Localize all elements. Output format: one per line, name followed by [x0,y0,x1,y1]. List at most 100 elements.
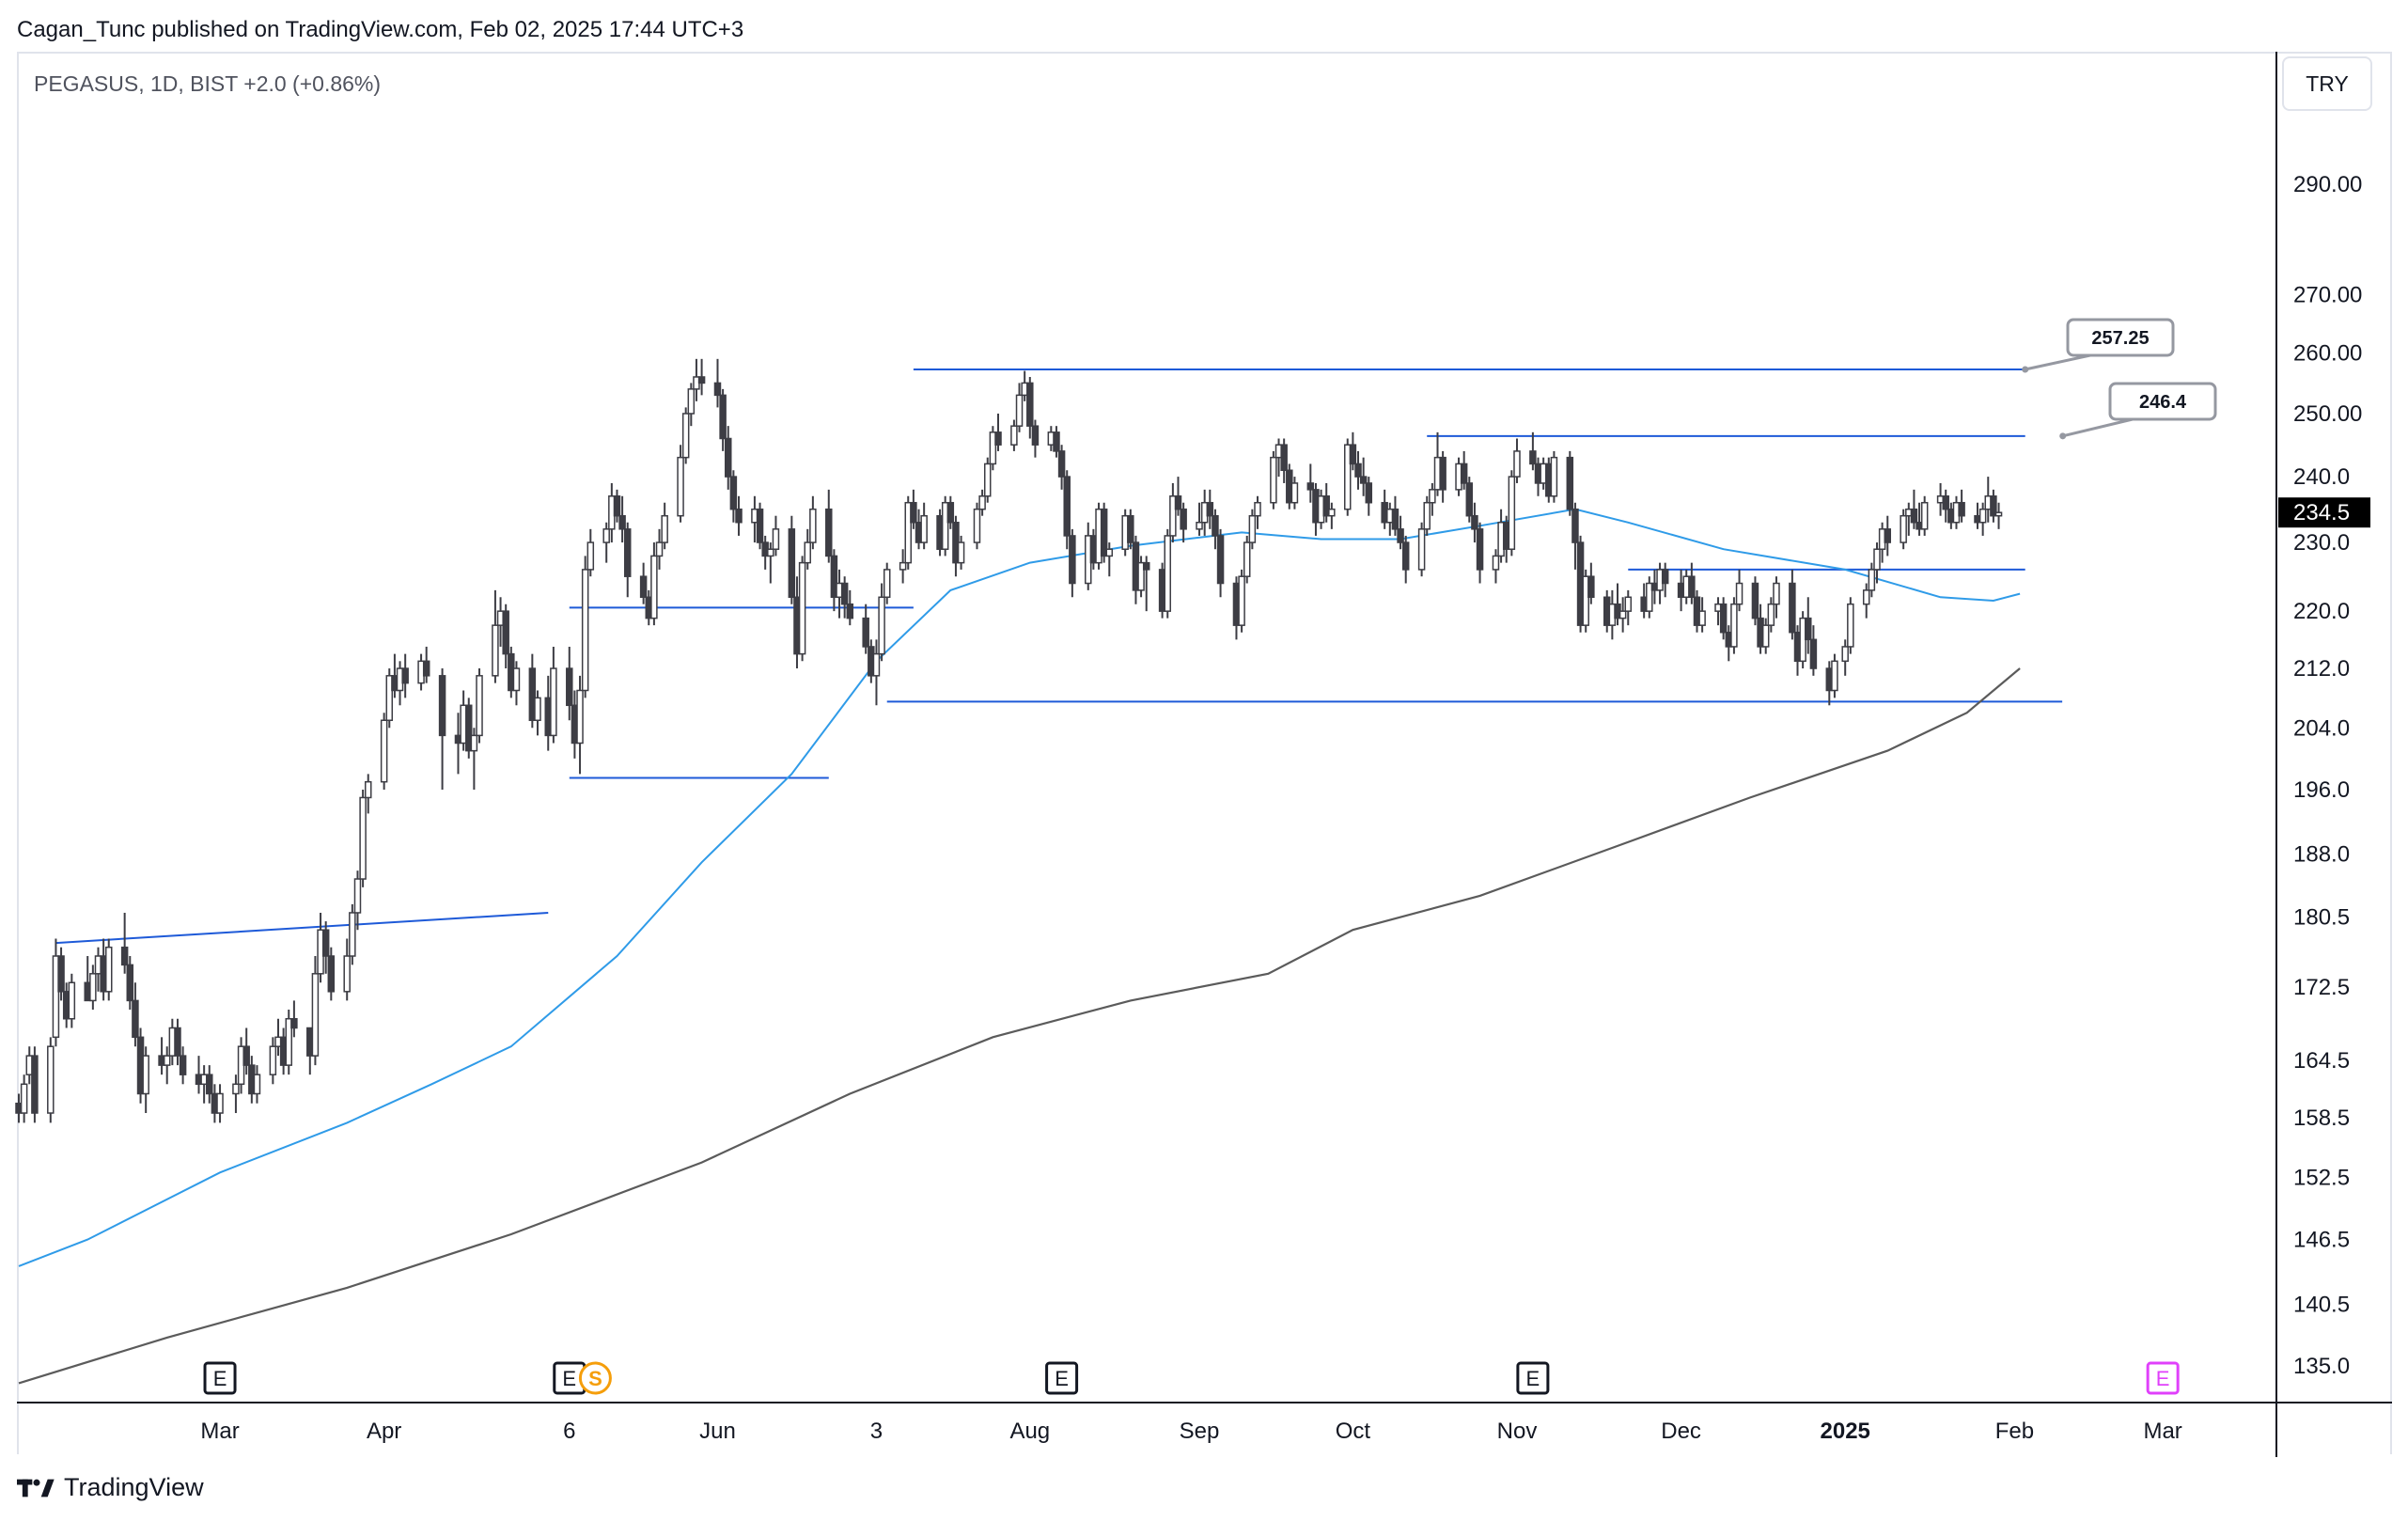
candle-body [978,495,986,510]
x-axis[interactable]: Mar Apr 6 Jun 3 Aug Sep Oct Nov Dec 2025 Feb Mar [17,1402,2392,1444]
candle [1127,509,1134,550]
candle-body [1847,603,1854,648]
x-tick-label: Sep [1180,1419,1220,1444]
candle [1465,477,1474,523]
candle-body [1513,450,1521,478]
candle [343,938,351,1001]
candle [353,870,362,931]
candle [1397,515,1404,550]
candle [20,1074,28,1123]
trend-lines [55,368,2063,945]
callout-anchor [2059,432,2067,440]
candle-body [883,569,891,599]
candle [767,542,774,584]
x-tick-label: Apr [367,1419,401,1444]
candle-body [586,541,595,571]
candle-body [756,508,764,543]
candle [904,495,913,570]
candle-body [920,514,928,543]
candle [290,1000,298,1038]
candle [862,604,869,654]
candle-body [1566,456,1574,510]
tradingview-brand[interactable]: TradingView [17,1473,204,1502]
candle [798,556,806,662]
y-axis[interactable]: 290.00 270.00 260.00 250.00 240.0 230.0 220.0 2… [2275,52,2370,1457]
last-price-text: 234.5 [2293,500,2350,525]
candle-body [174,1027,181,1057]
candle-body [1063,476,1071,537]
candle-body [385,675,394,721]
candle [465,698,473,759]
candle [385,668,394,729]
candle [677,445,684,523]
candle-body [1942,495,1949,510]
y-tick-label: 140.5 [2293,1292,2350,1317]
candle [756,502,764,550]
candle [623,522,632,598]
candle [1862,583,1870,619]
candle-body [1053,431,1060,452]
event-letter: E [1055,1367,1069,1390]
candle-body [534,697,541,721]
candle [1831,653,1838,698]
candle [359,790,367,887]
callout-text: 246.4 [2139,392,2187,413]
candle [661,502,668,550]
candle-body [1958,501,1965,517]
candle [1566,450,1574,516]
candle [1354,450,1362,490]
candle [163,1046,171,1085]
candle-body [830,555,838,599]
candle-body [713,382,722,397]
candle-body [846,603,854,619]
candle [1471,502,1478,543]
price-callout: 246.4 [2059,382,2217,440]
y-tick-label: 260.00 [2293,340,2362,366]
candle-body [57,955,65,993]
y-tick-label: 230.0 [2293,530,2350,556]
candle-body [719,394,727,440]
candle [878,583,885,662]
candle-body [47,1045,55,1114]
publisher-caption: Cagan_Tunc published on TradingView.com,… [17,17,744,42]
candle [1057,445,1066,490]
y-tick-label: 196.0 [2293,777,2350,803]
symbol-legend[interactable]: PEGASUS, 1D, BIST +2.0 (+0.86%) [34,71,382,96]
candle [216,1084,224,1123]
candle-body [1492,555,1500,571]
candle [1280,438,1288,483]
level-line [55,911,549,945]
candle-body [1688,575,1696,599]
candle [830,549,838,612]
callout-anchor [2022,366,2029,373]
candle-body [661,514,668,543]
candle [470,728,478,791]
currency-button[interactable]: TRY [2282,56,2372,111]
candle-body [1391,508,1399,530]
x-tick-label: 2025 [1821,1419,1870,1444]
price-callouts: 257.25 246.4 [2022,318,2217,440]
candle-body [899,561,907,571]
candle-body [1328,508,1336,517]
candle [1767,597,1775,633]
event-badge [1516,1361,1550,1395]
candle-body [973,508,981,543]
candle-body [1460,463,1468,484]
candle [512,661,521,706]
candle-body [1439,456,1446,491]
candle-body [840,582,849,605]
candle [142,1046,149,1114]
candle [364,774,372,814]
candle [1587,562,1595,604]
candle [941,495,949,557]
candle-body [1417,528,1426,571]
candle-body [179,1055,187,1075]
event-letter: E [213,1367,227,1390]
candle-body [1862,589,1870,605]
candle [1238,569,1245,633]
candle-body [1471,514,1478,530]
candle-body [550,667,557,737]
candle-body [1031,425,1040,446]
